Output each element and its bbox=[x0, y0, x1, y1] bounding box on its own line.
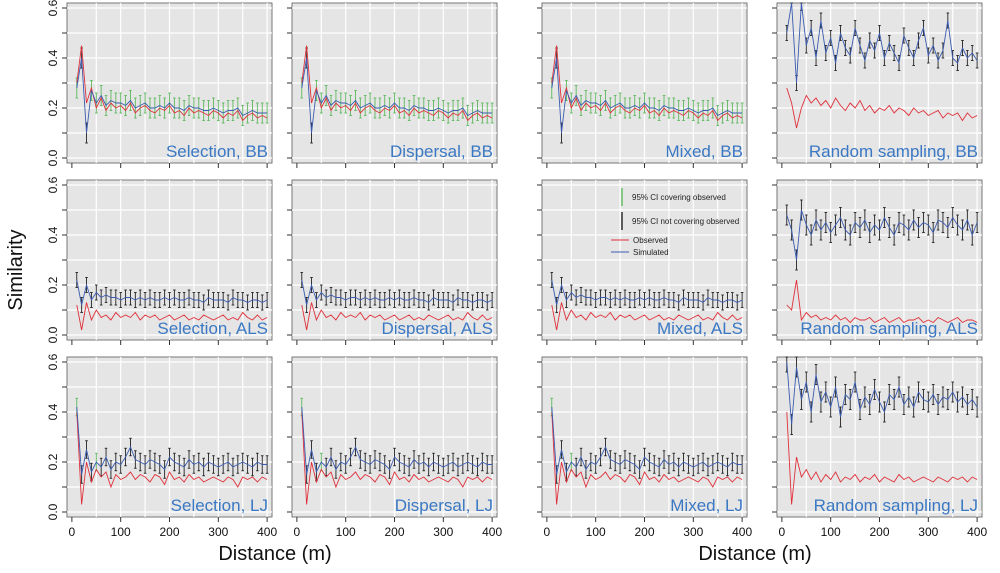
simulated-line bbox=[301, 406, 493, 475]
simulated-line bbox=[76, 406, 268, 475]
y-tick-label: 0.2 bbox=[46, 453, 60, 470]
simulated-line bbox=[76, 279, 268, 306]
x-tick-label: 0 bbox=[544, 525, 551, 539]
observed-line bbox=[301, 411, 493, 505]
panel-dispersal-als: Dispersal, ALS bbox=[287, 179, 498, 345]
legend-ci-nocover: 95% CI not covering observed bbox=[632, 217, 739, 226]
observed-line bbox=[301, 45, 493, 122]
simulated-line bbox=[76, 57, 268, 134]
observed-line bbox=[551, 302, 743, 331]
panel-label: Dispersal, BB bbox=[390, 142, 493, 161]
y-tick-label: 0.4 bbox=[46, 49, 60, 66]
panel-selection-lj: 0.0 0.2 0.4 0.6 0 100 200 300 400 Selection, LJ bbox=[46, 353, 277, 539]
x-tick-label: 100 bbox=[821, 525, 841, 539]
legend-observed: Observed bbox=[633, 236, 668, 245]
simulated-line bbox=[786, 2, 978, 84]
panel-label: Selection, BB bbox=[166, 142, 268, 161]
x-tick-label: 0 bbox=[779, 525, 786, 539]
panel-mixed-lj: 0 100 200 300 400 Mixed, LJ bbox=[537, 356, 752, 539]
panel-label: Mixed, BB bbox=[666, 142, 743, 161]
y-tick-label: 0.6 bbox=[46, 353, 60, 370]
simulated-line bbox=[301, 57, 493, 134]
observed-line bbox=[301, 302, 493, 331]
panel-mixed-bb: Mixed, BB bbox=[537, 2, 748, 168]
y-tick-label: 0.2 bbox=[46, 276, 60, 293]
panel-label: Selection, LJ bbox=[171, 496, 268, 515]
x-tick-label: 400 bbox=[257, 525, 277, 539]
panel-dispersal-bb: Dispersal, BB bbox=[287, 2, 498, 168]
x-tick-label: 100 bbox=[586, 525, 606, 539]
legend-simulated: Simulated bbox=[633, 248, 669, 257]
panel-label: Dispersal, ALS bbox=[382, 319, 494, 338]
observed-line bbox=[786, 87, 978, 129]
observed-line bbox=[551, 411, 743, 505]
panel-label: Selection, ALS bbox=[157, 319, 268, 338]
x-tick-label: 100 bbox=[111, 525, 131, 539]
panel-label: Mixed, ALS bbox=[657, 319, 743, 338]
x-tick-label: 0 bbox=[294, 525, 301, 539]
panel-dispersal-lj: 0 100 200 300 400 Dispersal, LJ bbox=[287, 356, 502, 539]
x-axis-label-left: Distance (m) bbox=[218, 543, 331, 565]
y-tick-label: 0.4 bbox=[46, 403, 60, 420]
x-axis-label-right: Distance (m) bbox=[698, 543, 811, 565]
panel-random-sampling-als: Random sampling, ALS bbox=[772, 179, 983, 345]
x-tick-label: 300 bbox=[208, 525, 228, 539]
panel-label: Random sampling, LJ bbox=[814, 496, 978, 515]
x-tick-label: 400 bbox=[732, 525, 752, 539]
observed-line bbox=[76, 45, 268, 122]
y-tick-label: 0.4 bbox=[46, 226, 60, 243]
panel-label: Random sampling, BB bbox=[809, 142, 978, 161]
panel-label: Mixed, LJ bbox=[670, 496, 743, 515]
x-tick-label: 0 bbox=[69, 525, 76, 539]
x-tick-label: 400 bbox=[482, 525, 502, 539]
x-tick-label: 200 bbox=[159, 525, 179, 539]
x-tick-label: 100 bbox=[336, 525, 356, 539]
y-tick-label: 0.2 bbox=[46, 99, 60, 116]
y-tick-label: 0.0 bbox=[46, 149, 60, 166]
simulated-line bbox=[301, 279, 493, 306]
simulated-line bbox=[551, 279, 743, 306]
observed-line bbox=[76, 411, 268, 505]
observed-line bbox=[786, 279, 978, 324]
simulated-line bbox=[786, 209, 978, 261]
x-tick-label: 400 bbox=[967, 525, 987, 539]
panel-selection-als: 0.0 0.2 0.4 0.6 Selection, ALS bbox=[46, 176, 273, 345]
y-tick-label: 0.6 bbox=[46, 176, 60, 193]
y-tick-label: 0.0 bbox=[46, 326, 60, 343]
y-tick-label: 0.6 bbox=[46, 0, 60, 16]
simulated-line bbox=[551, 406, 743, 475]
x-tick-label: 300 bbox=[683, 525, 703, 539]
observed-line bbox=[786, 411, 978, 505]
y-tick-label: 0.0 bbox=[46, 503, 60, 520]
x-tick-label: 200 bbox=[384, 525, 404, 539]
panel-label: Random sampling, ALS bbox=[800, 319, 978, 338]
observed-line bbox=[551, 45, 743, 122]
panel-label: Dispersal, LJ bbox=[395, 496, 493, 515]
x-tick-label: 200 bbox=[869, 525, 889, 539]
simulated-line bbox=[551, 57, 743, 134]
x-tick-label: 300 bbox=[918, 525, 938, 539]
panel-selection-bb: 0.0 0.2 0.4 0.6 Selection, BB bbox=[46, 0, 273, 168]
panel-random-sampling-lj: 0 100 200 300 400 Random sampling, LJ bbox=[772, 356, 987, 539]
legend-ci-cover: 95% CI covering observed bbox=[632, 193, 726, 202]
x-tick-label: 300 bbox=[433, 525, 453, 539]
panel-mixed-als: Mixed, ALS 95% CI covering observed 95% CI… bbox=[537, 179, 748, 345]
simulated-line bbox=[786, 361, 978, 425]
panel-random-sampling-bb: Random sampling, BB bbox=[772, 2, 983, 168]
x-tick-label: 200 bbox=[634, 525, 654, 539]
y-axis-label: Similarity bbox=[5, 229, 27, 310]
observed-line bbox=[76, 302, 268, 331]
